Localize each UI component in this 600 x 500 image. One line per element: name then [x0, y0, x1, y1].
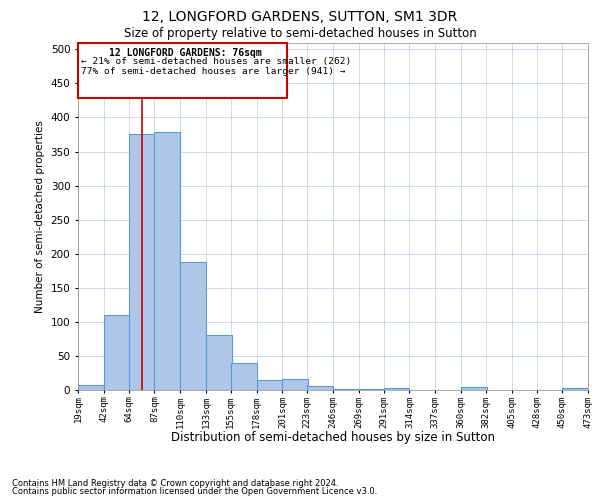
Text: ← 21% of semi-detached houses are smaller (262): ← 21% of semi-detached houses are smalle… [82, 58, 352, 66]
Text: 12, LONGFORD GARDENS, SUTTON, SM1 3DR: 12, LONGFORD GARDENS, SUTTON, SM1 3DR [142, 10, 458, 24]
Bar [78, 42, 287, 98]
Y-axis label: Number of semi-detached properties: Number of semi-detached properties [35, 120, 45, 312]
Bar [206, 335, 232, 390]
Bar [383, 388, 409, 390]
Text: Contains public sector information licensed under the Open Government Licence v3: Contains public sector information licen… [12, 487, 377, 496]
Bar [461, 386, 487, 390]
Text: Size of property relative to semi-detached houses in Sutton: Size of property relative to semi-detach… [124, 28, 476, 40]
Bar [562, 388, 588, 390]
Bar [154, 132, 180, 390]
Text: 12 LONGFORD GARDENS: 76sqm: 12 LONGFORD GARDENS: 76sqm [109, 48, 262, 58]
Bar [104, 315, 130, 390]
Bar [128, 134, 154, 390]
Text: 77% of semi-detached houses are larger (941) →: 77% of semi-detached houses are larger (… [82, 67, 346, 76]
Bar [257, 380, 283, 390]
Bar [231, 362, 257, 390]
X-axis label: Distribution of semi-detached houses by size in Sutton: Distribution of semi-detached houses by … [171, 430, 495, 444]
Text: Contains HM Land Registry data © Crown copyright and database right 2024.: Contains HM Land Registry data © Crown c… [12, 478, 338, 488]
Bar [307, 386, 333, 390]
Bar [78, 385, 104, 390]
Bar [283, 379, 308, 390]
Bar [180, 262, 206, 390]
